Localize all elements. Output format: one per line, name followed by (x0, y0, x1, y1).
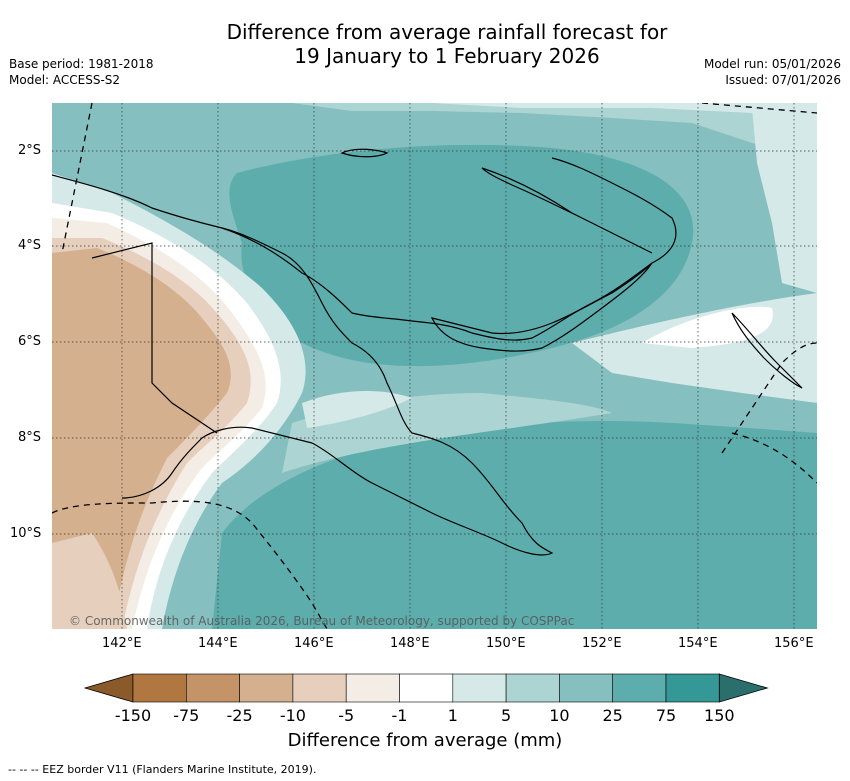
eez-southeast (721, 342, 817, 454)
colorbar-bin (239, 673, 294, 703)
lon-label-156e: 156°E (774, 636, 814, 651)
contour-north-lighter (432, 103, 817, 123)
colorbar-bin (132, 673, 187, 703)
colorbar-tick-label: 75 (655, 706, 677, 725)
colorbar-tick-label: -25 (226, 706, 253, 725)
meta-left: Base period: 1981-2018 Model: ACCESS-S2 (9, 56, 154, 88)
colorbar-tick-label: 10 (549, 706, 570, 725)
coast-new-guinea (52, 174, 554, 556)
colorbar (83, 673, 769, 703)
lat-label-10s: 10°S (10, 526, 42, 541)
colorbar-tick-label: 25 (602, 706, 623, 725)
lon-label-142e: 142°E (102, 636, 142, 651)
title-line-2: 19 January to 1 February 2026 (294, 44, 600, 68)
lon-label-148e: 148°E (390, 636, 430, 651)
eez-north (701, 103, 817, 114)
colorbar-bin (292, 673, 347, 703)
gridlines (52, 103, 817, 629)
contour-southeast-dark (212, 421, 817, 629)
contour-east-white (642, 306, 773, 348)
eez-southwest (52, 500, 328, 629)
lon-label-154e: 154°E (678, 636, 718, 651)
base-period: Base period: 1981-2018 (9, 57, 154, 71)
lat-label-8s: 8°S (18, 430, 42, 445)
coast-north-shore (221, 157, 677, 341)
contour-northeast-light (752, 103, 817, 293)
colorbar-title: Difference from average (mm) (287, 730, 563, 751)
contour-middle-lighter (302, 391, 412, 428)
colorbar-extend-low (83, 673, 134, 703)
rainfall-map (52, 103, 817, 629)
colorbar-bin (559, 673, 613, 703)
model-name: Model: ACCESS-S2 (9, 73, 121, 87)
colorbar-bin (665, 673, 720, 703)
contour-southwest-light (52, 533, 127, 629)
colorbar-bin (452, 673, 507, 703)
colorbar-bin (186, 673, 240, 703)
title-line-1: Difference from average rainfall forecas… (226, 20, 668, 44)
coastlines (52, 148, 803, 556)
map-title: Difference from average rainfall forecas… (0, 20, 850, 68)
colorbar-tick-label: 1 (447, 706, 458, 725)
coast-bougainville (731, 312, 803, 389)
issued-date: Issued: 07/01/2026 (725, 73, 841, 87)
coast-manus (340, 148, 389, 158)
colorbar-bin (612, 673, 667, 703)
lon-label-146e: 146°E (294, 636, 334, 651)
colorbar-extend-high (718, 673, 769, 703)
lat-label-2s: 2°S (18, 143, 42, 158)
colorbar-tick-label: -10 (279, 706, 306, 725)
lon-label-152e: 152°E (582, 636, 622, 651)
colorbar-tick-label: -75 (173, 706, 200, 725)
coast-papua-border (91, 242, 218, 434)
lat-label-4s: 4°S (18, 238, 42, 253)
colorbar-bin (345, 673, 400, 703)
colorbar-bin (505, 673, 560, 703)
eez-legend: -- -- -- EEZ border V11 (Flanders Marine… (8, 763, 317, 776)
eez-west (61, 103, 93, 254)
colorbar-tick-label: -150 (114, 706, 152, 725)
colorbar-bin (399, 673, 454, 703)
colorbar-tick-label: -1 (391, 706, 408, 725)
meta-right: Model run: 05/01/2026 Issued: 07/01/2026 (704, 56, 841, 88)
contour-north-light (292, 103, 817, 163)
coast-new-britain (430, 262, 653, 352)
copyright-notice: © Commonwealth of Australia 2026, Bureau… (69, 614, 575, 628)
eez-east (731, 432, 817, 484)
model-run: Model run: 05/01/2026 (703, 57, 841, 71)
coast-new-ireland (481, 167, 653, 254)
lon-label-144e: 144°E (198, 636, 238, 651)
lat-label-6s: 6°S (18, 334, 42, 349)
eez-borders (52, 103, 817, 629)
colorbar-tick-label: -5 (338, 706, 355, 725)
lon-label-150e: 150°E (486, 636, 526, 651)
colorbar-tick-label: 5 (501, 706, 512, 725)
colorbar-tick-label: 150 (704, 706, 735, 725)
